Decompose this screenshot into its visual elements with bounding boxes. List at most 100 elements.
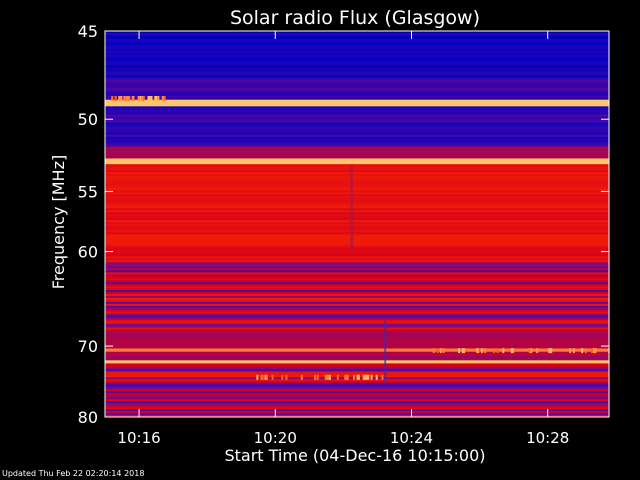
- spectrum-row: [105, 234, 609, 237]
- y-axis-ticks: 45 50 55 60 70 80: [78, 22, 609, 427]
- spectrum-row: [105, 262, 609, 265]
- frequency-band: [105, 348, 609, 353]
- burst-dot: [364, 374, 367, 380]
- burst-dot: [111, 96, 114, 101]
- burst-dot: [584, 348, 587, 354]
- burst-dot: [458, 348, 461, 354]
- spectrum-row: [105, 35, 609, 38]
- frequency-band: [105, 77, 609, 100]
- spectrum-row: [105, 91, 609, 94]
- spectrum-row: [105, 216, 609, 219]
- spectrum-row: [105, 260, 609, 263]
- updated-timestamp: Updated Thu Feb 22 02:20:14 2018: [2, 469, 145, 478]
- burst-dot: [548, 348, 551, 354]
- spectrum-row: [105, 407, 609, 410]
- burst-dot: [327, 374, 330, 380]
- spectrum-row: [105, 101, 609, 105]
- spectrum-row: [105, 164, 609, 167]
- burst-dot: [358, 374, 360, 380]
- spectrum-row: [105, 379, 609, 382]
- spectrum-row: [105, 172, 609, 175]
- spectrum-row: [105, 230, 609, 233]
- burst-dot: [502, 348, 505, 354]
- spectrum-row: [105, 186, 609, 189]
- spectrum-row: [105, 385, 609, 388]
- spectrum-row: [105, 182, 609, 185]
- spectrum-row: [105, 150, 609, 153]
- spectrum-row: [105, 106, 609, 109]
- frequency-band: [105, 360, 609, 364]
- burst-dot: [261, 374, 264, 380]
- burst-dot: [150, 96, 152, 101]
- x-axis-label: Start Time (04-Dec-16 10:15:00): [224, 446, 485, 465]
- spectrum-row: [105, 222, 609, 225]
- y-tick-label: 45: [78, 22, 98, 41]
- burst-dot: [336, 374, 339, 380]
- spectrum-row: [105, 288, 609, 291]
- spectrum-row: [105, 307, 609, 311]
- spectrum-row: [105, 45, 609, 48]
- burst-dot: [496, 348, 499, 354]
- spectrum-row: [105, 303, 609, 307]
- spectrum-row: [105, 282, 609, 285]
- burst-dot: [463, 348, 466, 354]
- spectrum-row: [105, 31, 609, 34]
- chart-title: Solar radio Flux (Glasgow): [230, 7, 480, 29]
- spectrum-row: [105, 373, 609, 376]
- spectrum-row: [105, 284, 609, 287]
- spectrum-row: [105, 276, 609, 279]
- spectrum-row: [105, 258, 609, 261]
- spectrum-row: [105, 274, 609, 277]
- spectrum-row: [105, 353, 609, 357]
- spectrum-row: [105, 272, 609, 275]
- spectrum-row: [105, 391, 609, 394]
- burst-dot: [118, 96, 121, 101]
- spectrum-row: [105, 290, 609, 293]
- spectrum-row: [105, 226, 609, 229]
- spectrum-row: [105, 246, 609, 249]
- spectrum-row: [105, 367, 609, 370]
- burst-dot: [344, 374, 347, 380]
- spectrum-row: [105, 389, 609, 392]
- spectrum-row: [105, 206, 609, 209]
- spectrum-row: [105, 301, 609, 305]
- burst-dot: [442, 348, 445, 354]
- spectrum-row: [105, 252, 609, 255]
- burst-dot: [285, 374, 288, 380]
- spectrum-row: [105, 136, 609, 140]
- spectrum-row: [105, 162, 609, 165]
- burst-dot: [480, 348, 483, 354]
- burst-dot: [127, 96, 130, 101]
- spectrum-row: [105, 55, 609, 58]
- spectrum-row: [105, 232, 609, 235]
- spectrum-row: [105, 174, 609, 177]
- spectrum-row: [105, 67, 609, 70]
- burst-dot: [484, 348, 487, 354]
- spectrum-row: [105, 61, 609, 64]
- spectrum-row: [105, 325, 609, 328]
- spectrum-row: [105, 118, 609, 121]
- burst-dot: [593, 348, 596, 354]
- spectrum-row: [105, 142, 609, 146]
- spectrum-row: [105, 291, 609, 295]
- spectrum-row: [105, 99, 609, 103]
- y-tick-label: 50: [78, 110, 98, 129]
- burst-dot: [362, 374, 365, 380]
- burst-dot: [154, 96, 157, 101]
- spectrum-row: [105, 360, 609, 363]
- frequency-band: [105, 99, 609, 107]
- spectrum-row: [105, 365, 609, 368]
- spectrum-row: [105, 393, 609, 396]
- spectrum-row: [105, 248, 609, 251]
- spectrum-row: [105, 180, 609, 183]
- burst-dot: [476, 348, 479, 354]
- frequency-band: [105, 363, 609, 418]
- spectrum-row: [105, 295, 609, 299]
- burst-dot: [137, 96, 140, 101]
- spectrum-row: [105, 59, 609, 62]
- frequency-band: [105, 106, 609, 148]
- y-tick-label: 80: [78, 408, 98, 427]
- burst-dot: [581, 348, 584, 354]
- frequency-band: [105, 31, 609, 78]
- spectrum-row: [105, 403, 609, 406]
